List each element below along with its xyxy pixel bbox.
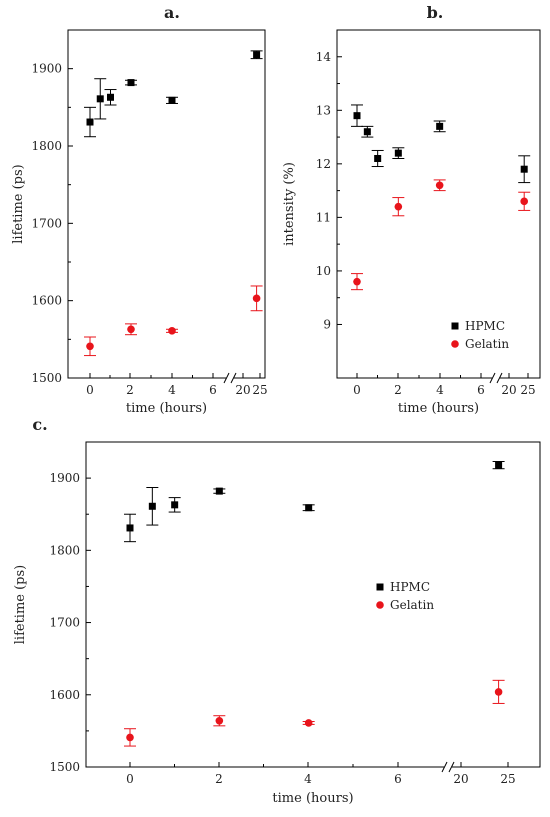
data-point-square	[495, 461, 503, 469]
data-point-circle	[86, 342, 94, 351]
data-point-square	[305, 504, 313, 512]
x-tick-label: 25	[500, 772, 515, 786]
axis-break-mark	[223, 372, 230, 384]
x-tick-label: 4	[436, 383, 444, 397]
chart-a: a. 0 2 4 6 20 25 1500 1600 1700 1800 1900 time (hour…	[11, 3, 268, 416]
chart-panel-c: c. 0 2 4 6 20 25 1500 1600 1700 1800 1900 time (hour…	[0, 415, 550, 813]
x-tick-label: 0	[126, 772, 134, 786]
data-point-circle	[215, 716, 224, 725]
chart-panel-a: a. 0 2 4 6 20 25 1500 1600 1700 1800 1900 time (hour…	[0, 0, 275, 420]
data-point-square	[353, 112, 361, 120]
legend-marker-square	[451, 322, 459, 330]
data-point-square	[127, 79, 135, 87]
plot-frame	[85, 441, 541, 768]
axis-break-mark	[448, 761, 455, 773]
data-point-square	[520, 165, 528, 173]
x-tick-label: 20	[453, 772, 468, 786]
chart-b: b. 0 2 4 6 20 25 9 10 11 12 13 14 time (hours) intensi…	[282, 3, 541, 416]
y-tick-label: 10	[316, 264, 331, 278]
data-point-square	[96, 95, 104, 103]
data-point-square	[107, 93, 114, 101]
y-tick-label: 14	[316, 50, 332, 64]
axis-break-mark	[230, 372, 237, 384]
data-point-circle	[394, 202, 403, 211]
legend-marker-circle	[376, 601, 384, 609]
data-point-square	[171, 501, 179, 509]
x-tick-label: 2	[394, 383, 402, 397]
data-point-circle	[494, 688, 503, 696]
x-tick-label: 4	[304, 772, 312, 786]
x-tick-label: 0	[353, 383, 361, 397]
axis-break-mark	[489, 372, 496, 384]
x-axis-label: time (hours)	[126, 401, 207, 416]
data-point-circle	[304, 719, 313, 727]
data-point-circle	[126, 733, 134, 742]
chart-panel-label: c.	[32, 420, 47, 434]
data-point-circle	[520, 197, 528, 206]
data-point-square	[363, 128, 371, 136]
data-point-square	[436, 122, 444, 130]
x-axis-label: time (hours)	[398, 401, 479, 416]
data-point-circle	[252, 294, 261, 303]
x-tick-label: 6	[477, 383, 485, 397]
x-axis-label: time (hours)	[272, 791, 353, 806]
x-tick-label: 2	[215, 772, 223, 786]
y-tick-label: 1900	[31, 62, 62, 76]
y-tick-label: 12	[316, 157, 331, 171]
y-tick-label: 9	[323, 317, 331, 331]
chart-panel-label: a.	[164, 3, 180, 22]
y-axis-label: intensity (%)	[282, 162, 297, 246]
x-tick-label: 0	[86, 383, 94, 397]
data-point-circle	[127, 325, 135, 334]
data-point-square	[394, 149, 402, 157]
x-tick-label: 6	[209, 383, 217, 397]
x-tick-label: 25	[520, 383, 535, 397]
data-point-circle	[353, 277, 361, 286]
legend-label: Gelatin	[390, 598, 434, 612]
x-tick-label: 4	[168, 383, 176, 397]
data-point-square	[86, 118, 94, 126]
y-tick-label: 1600	[49, 688, 80, 702]
data-point-square	[126, 524, 134, 532]
x-tick-label: 20	[501, 383, 516, 397]
chart-c: c. 0 2 4 6 20 25 1500 1600 1700 1800 1900 time (hour…	[13, 415, 541, 806]
chart-panel-label: b.	[427, 3, 444, 22]
data-point-square	[215, 487, 223, 495]
y-tick-label: 1500	[49, 760, 80, 774]
data-point-square	[168, 96, 176, 104]
y-tick-label: 11	[316, 210, 331, 224]
x-tick-label: 6	[394, 772, 402, 786]
y-tick-label: 13	[316, 103, 331, 117]
chart-panel-b: b. 0 2 4 6 20 25 9 10 11 12 13 14 time (hours) intensi…	[275, 0, 550, 420]
y-tick-label: 1800	[31, 139, 62, 153]
x-tick-label: 25	[252, 383, 267, 397]
plot-frame	[336, 29, 541, 379]
y-tick-label: 1500	[31, 371, 62, 385]
axis-break-gap	[492, 372, 500, 384]
y-tick-label: 1700	[31, 216, 62, 230]
legend-label: Gelatin	[465, 337, 509, 351]
x-tick-label: 2	[126, 383, 134, 397]
data-point-circle	[435, 181, 444, 190]
data-point-square	[374, 154, 382, 162]
data-point-square	[253, 51, 261, 59]
axis-break-mark	[496, 372, 503, 384]
legend-label: HPMC	[465, 319, 505, 333]
y-axis-label: lifetime (ps)	[13, 565, 28, 645]
legend-label: HPMC	[390, 580, 430, 594]
axis-break-mark	[441, 761, 448, 773]
y-tick-label: 1700	[49, 616, 80, 630]
data-point-circle	[168, 327, 176, 335]
data-point-square	[148, 502, 156, 510]
axis-break-gap	[444, 761, 452, 773]
legend-marker-square	[376, 583, 384, 591]
y-axis-label: lifetime (ps)	[11, 164, 26, 244]
legend-marker-circle	[451, 340, 459, 348]
y-tick-label: 1600	[31, 294, 62, 308]
axis-break-gap	[226, 372, 234, 384]
x-tick-label: 20	[235, 383, 250, 397]
y-tick-label: 1800	[49, 543, 80, 557]
y-tick-label: 1900	[49, 471, 80, 485]
plot-frame	[67, 29, 266, 379]
